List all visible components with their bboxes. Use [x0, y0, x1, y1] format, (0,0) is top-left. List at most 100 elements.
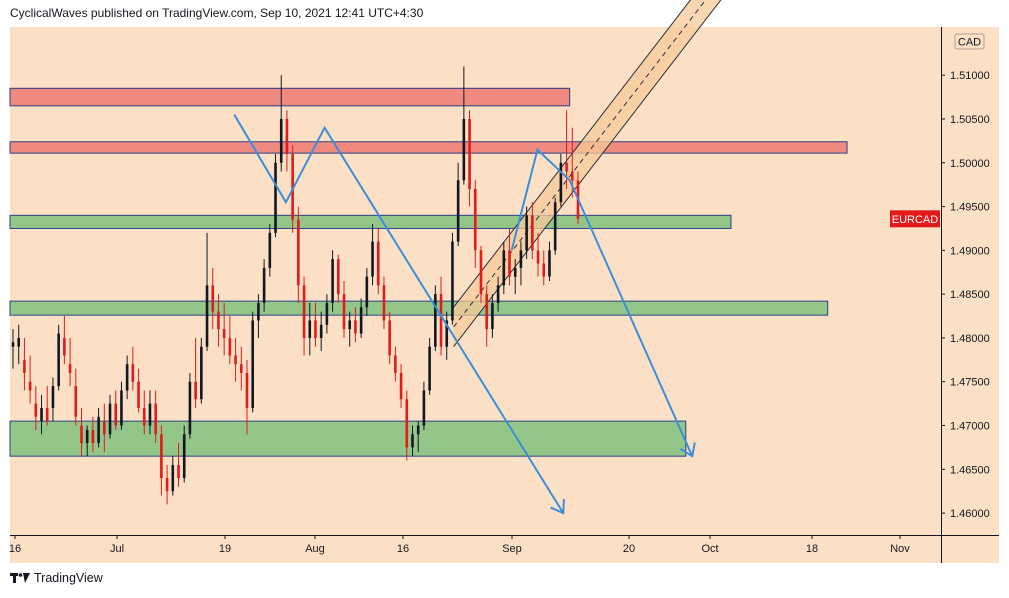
candle[interactable] [63, 316, 66, 365]
candle[interactable] [434, 285, 437, 352]
resistance-zone-1[interactable] [9, 87, 571, 107]
candle[interactable] [211, 267, 215, 330]
candle[interactable] [103, 403, 106, 452]
candle[interactable] [365, 267, 369, 317]
candle[interactable] [428, 337, 431, 395]
candle[interactable] [548, 241, 551, 281]
candle[interactable] [205, 232, 209, 352]
candle[interactable] [485, 285, 488, 347]
candle[interactable] [188, 372, 192, 439]
candle[interactable] [120, 381, 123, 430]
candle[interactable] [68, 337, 72, 387]
candle[interactable] [85, 425, 89, 457]
candle[interactable] [496, 276, 500, 312]
candle[interactable] [468, 110, 471, 207]
candle[interactable] [411, 425, 414, 457]
candle[interactable] [491, 294, 494, 338]
candle[interactable] [422, 381, 426, 430]
candle[interactable] [531, 202, 534, 260]
candle[interactable] [251, 311, 254, 413]
candle[interactable] [342, 281, 346, 338]
candle[interactable] [74, 368, 78, 426]
candle[interactable] [331, 250, 334, 312]
candle[interactable] [565, 110, 568, 190]
support-zone-5[interactable] [9, 420, 687, 457]
candle[interactable] [80, 408, 83, 457]
candle[interactable] [319, 311, 323, 352]
candle[interactable] [525, 206, 528, 260]
candle[interactable] [479, 245, 483, 303]
candle[interactable] [416, 421, 420, 452]
candle[interactable] [268, 224, 272, 277]
resistance-zone-2[interactable] [9, 141, 848, 154]
candle[interactable] [51, 377, 55, 422]
candle[interactable] [473, 180, 477, 268]
candle[interactable] [388, 311, 391, 365]
candle[interactable] [91, 416, 95, 452]
candle[interactable] [314, 302, 317, 347]
candle[interactable] [131, 346, 135, 391]
candle[interactable] [542, 250, 546, 286]
channel-median-line[interactable] [453, 0, 744, 328]
candle[interactable] [337, 254, 340, 303]
support-zone-4[interactable] [9, 300, 829, 316]
candle[interactable] [559, 154, 563, 207]
candle[interactable] [108, 394, 112, 439]
candle[interactable] [553, 197, 557, 255]
candle[interactable] [148, 390, 152, 435]
candle[interactable] [462, 66, 466, 185]
candle[interactable] [234, 337, 237, 382]
candle[interactable] [97, 408, 100, 448]
candle[interactable] [245, 359, 249, 435]
candle[interactable] [405, 390, 409, 461]
candle[interactable] [125, 355, 129, 400]
candle[interactable] [354, 307, 357, 343]
support-zone-3[interactable] [9, 214, 732, 229]
candle[interactable] [371, 224, 374, 286]
candle[interactable] [536, 232, 540, 277]
candle[interactable] [451, 232, 454, 325]
candle[interactable] [382, 276, 386, 330]
candle[interactable] [399, 364, 403, 408]
candle[interactable] [154, 390, 157, 444]
projection-path-2[interactable] [510, 147, 694, 457]
candle[interactable] [194, 337, 197, 408]
candle[interactable] [285, 110, 289, 172]
projection-path-1[interactable] [233, 114, 565, 514]
candle[interactable] [137, 368, 140, 413]
candle[interactable] [257, 294, 260, 338]
candle[interactable] [40, 394, 43, 435]
candle[interactable] [28, 355, 32, 404]
candle[interactable] [200, 337, 203, 404]
candle[interactable] [23, 337, 26, 391]
candle[interactable] [177, 443, 180, 487]
candle[interactable] [508, 228, 511, 286]
candle[interactable] [171, 456, 175, 496]
candle[interactable] [114, 390, 118, 430]
candle[interactable] [279, 75, 283, 172]
candle[interactable] [57, 324, 60, 391]
candle[interactable] [17, 324, 21, 365]
candle[interactable] [217, 294, 220, 347]
candle[interactable] [394, 346, 397, 382]
candle[interactable] [445, 311, 449, 360]
candle[interactable] [302, 276, 306, 356]
candle[interactable] [11, 329, 15, 369]
candle[interactable] [165, 464, 169, 505]
candle[interactable] [502, 241, 506, 295]
candle[interactable] [160, 425, 163, 496]
candle[interactable] [456, 162, 460, 246]
candle[interactable] [513, 259, 517, 295]
candle[interactable] [519, 241, 523, 286]
candle[interactable] [222, 302, 226, 356]
candle[interactable] [262, 259, 266, 312]
candle[interactable] [34, 386, 38, 430]
candle[interactable] [142, 390, 146, 435]
channel-upper-line[interactable] [453, 0, 744, 308]
candle[interactable] [182, 425, 186, 483]
candle[interactable] [228, 316, 232, 365]
candle[interactable] [274, 154, 277, 238]
candle[interactable] [45, 386, 49, 426]
candle[interactable] [297, 206, 300, 303]
